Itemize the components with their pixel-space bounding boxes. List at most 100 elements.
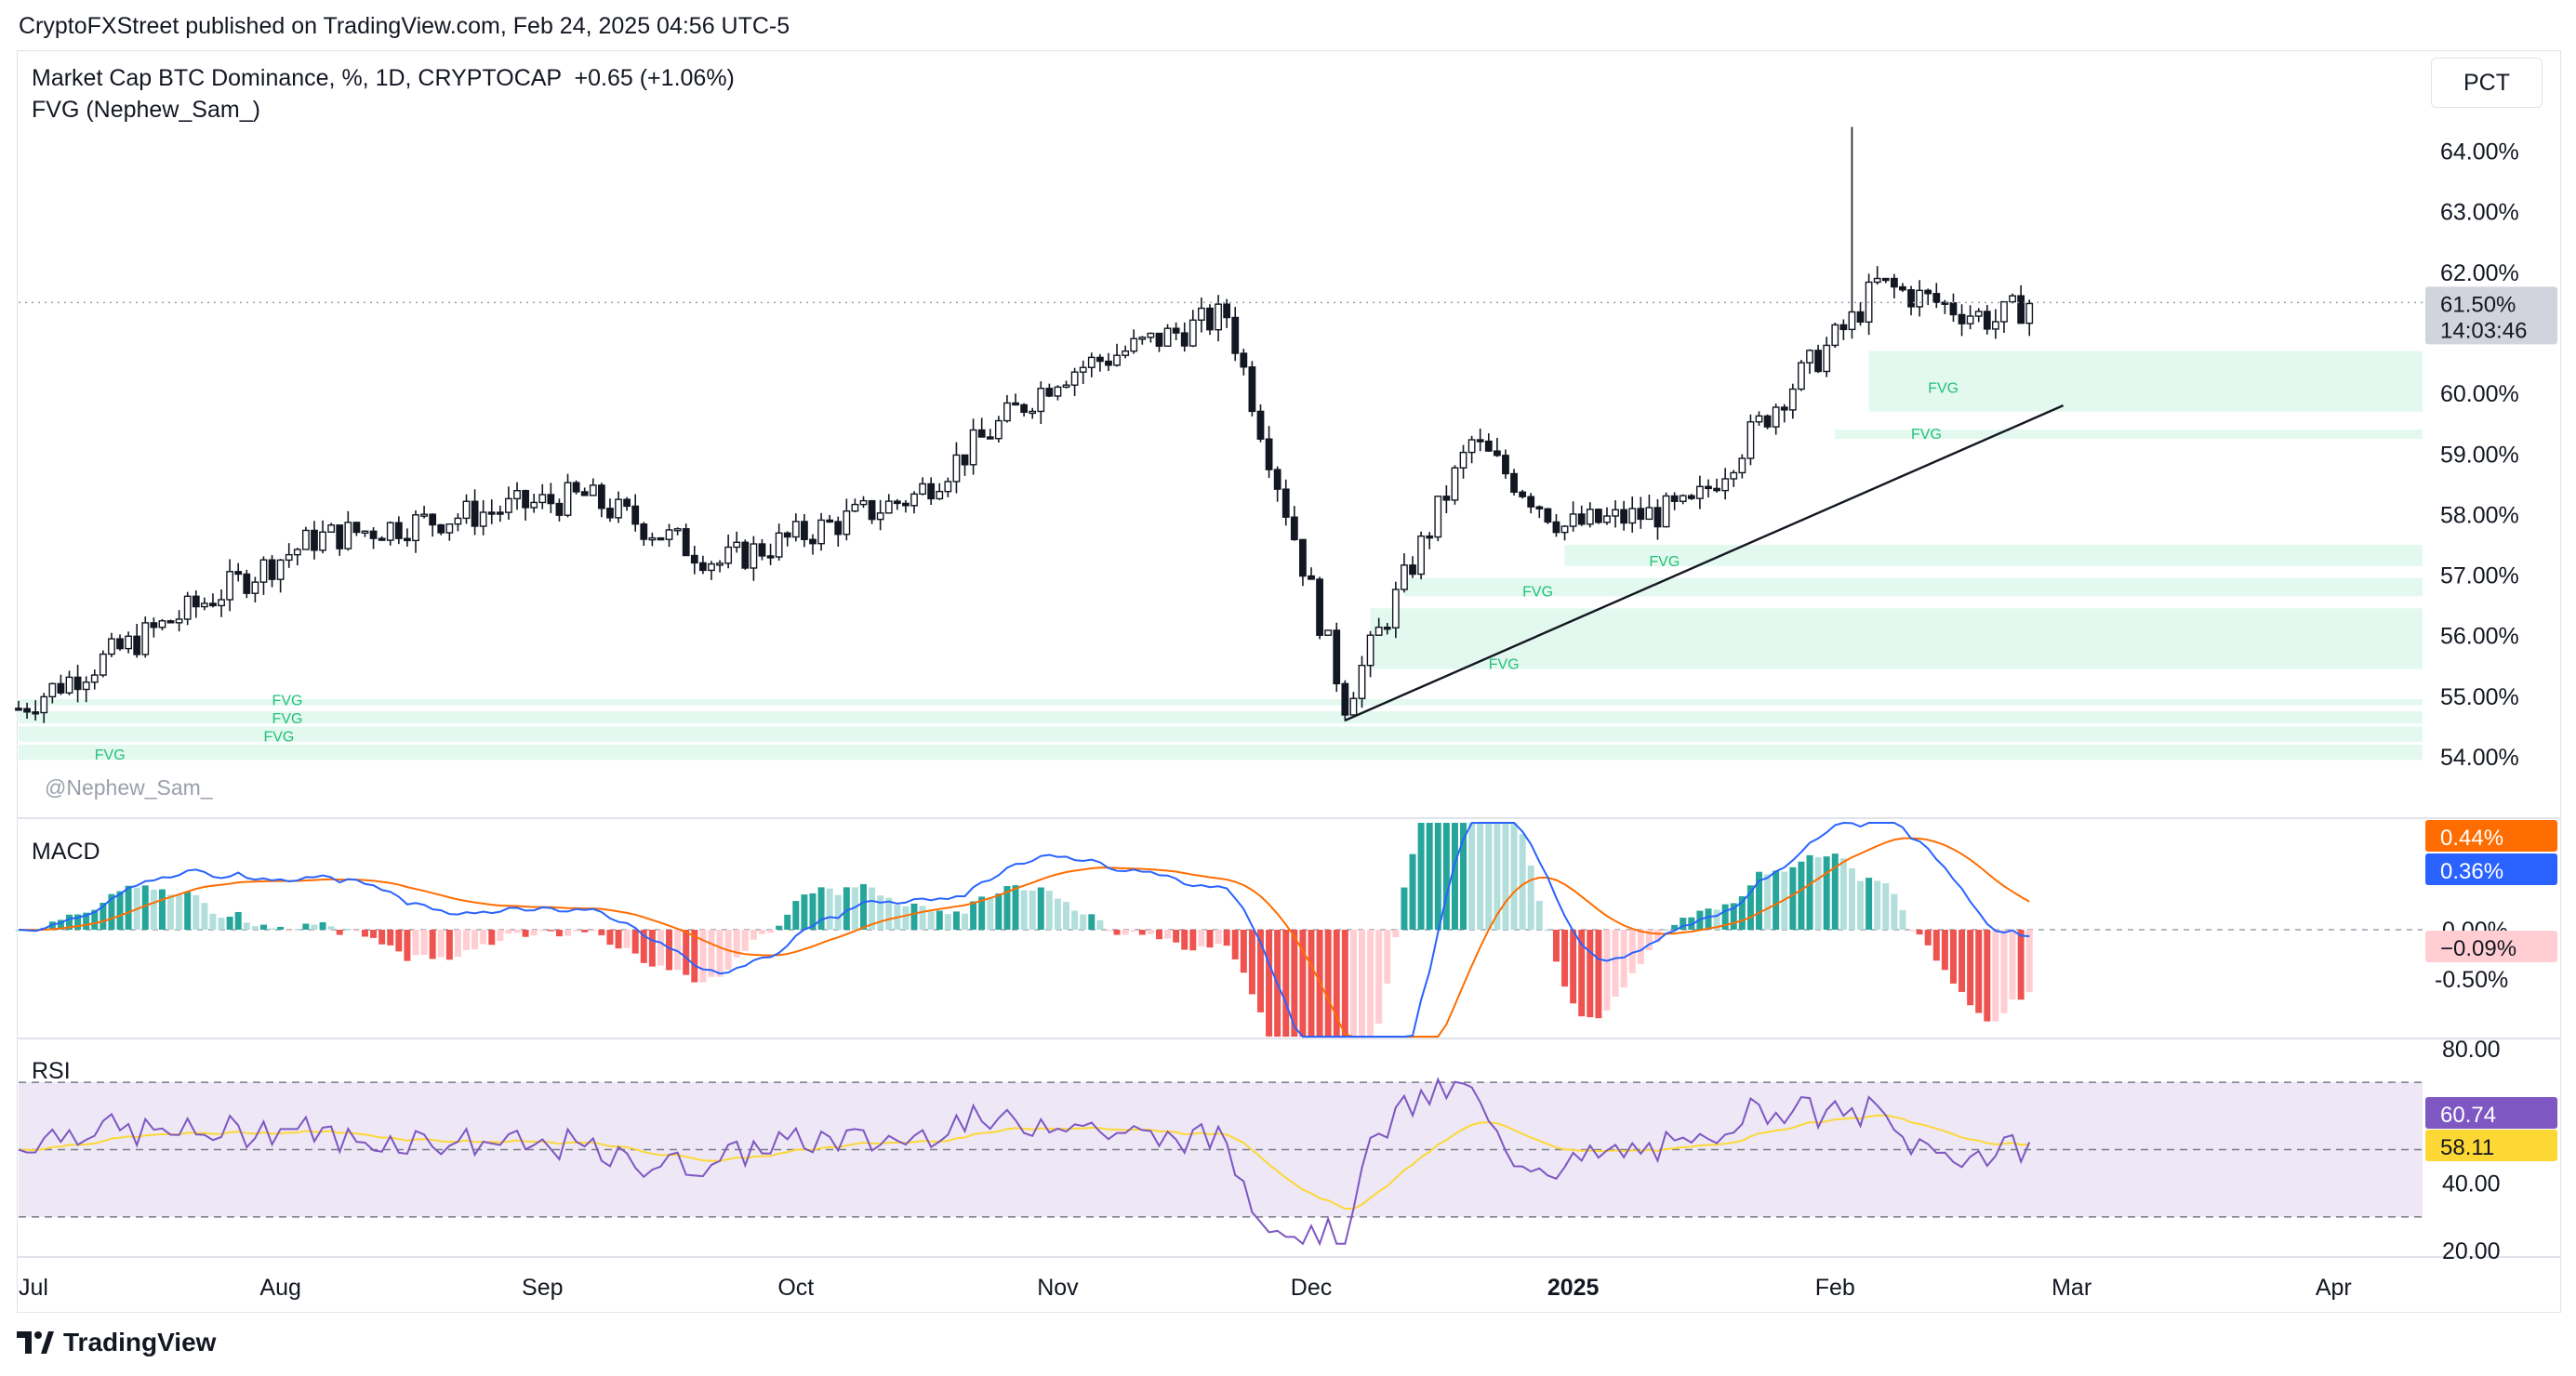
macd-histogram-bar xyxy=(234,911,242,930)
histogram-value-badge xyxy=(2425,931,2557,962)
legend-macd[interactable]: MACD xyxy=(32,839,100,865)
candle-body xyxy=(1240,352,1248,368)
candle-body xyxy=(1256,410,1265,440)
macd-histogram-bar xyxy=(1003,886,1011,930)
macd-histogram-bar xyxy=(471,930,479,950)
candle-body xyxy=(344,522,352,549)
macd-histogram-bar xyxy=(1544,929,1551,932)
macd-histogram-bar xyxy=(57,920,64,930)
scale-mode-button[interactable]: PCT xyxy=(2431,58,2543,108)
macd-histogram-bar xyxy=(615,930,622,949)
macd-histogram-bar xyxy=(480,930,487,945)
fvg-label: FVG xyxy=(1489,656,1520,672)
fvg-label: FVG xyxy=(1522,584,1553,600)
macd-histogram-bar xyxy=(826,888,833,930)
candle-body xyxy=(57,682,65,694)
candle-body xyxy=(1451,467,1459,501)
candle-body xyxy=(1679,495,1687,502)
macd-histogram-bar xyxy=(277,926,285,930)
candle-body xyxy=(285,553,293,562)
candle-body xyxy=(1366,634,1374,667)
candle-body xyxy=(597,484,605,509)
legend-main-series[interactable]: Market Cap BTC Dominance, %, 1D, CRYPTOC… xyxy=(32,65,735,91)
candle-body xyxy=(698,562,707,572)
candle-body xyxy=(876,512,884,521)
candle-body xyxy=(2009,295,2016,303)
macd-histogram-bar xyxy=(1992,930,1999,1022)
candle-body xyxy=(445,523,454,534)
candle-body xyxy=(555,502,564,516)
macd-histogram-bar xyxy=(420,930,428,956)
macd-histogram-bar xyxy=(1941,930,1948,971)
candle-body xyxy=(801,521,808,540)
macd-histogram-bar xyxy=(1570,930,1577,1004)
candle-body xyxy=(2000,300,2008,323)
candle-body xyxy=(116,638,124,650)
time-axis-tick: Apr xyxy=(2316,1275,2352,1301)
macd-histogram-bar xyxy=(1653,930,1661,943)
macd-histogram-bar xyxy=(513,930,521,933)
macd-pane: 0.00%-0.50% xyxy=(15,821,2508,1038)
macd-histogram-bar xyxy=(1333,930,1340,1037)
macd-histogram-bar xyxy=(522,930,529,937)
candle-body xyxy=(1798,362,1805,390)
candle-body xyxy=(665,529,673,540)
macd-histogram-bar xyxy=(1189,930,1197,951)
candle-body xyxy=(969,429,977,466)
candle-body xyxy=(1628,508,1637,524)
legend-fvg-indicator[interactable]: FVG (Nephew_Sam_) xyxy=(32,97,260,123)
candle-body xyxy=(2017,295,2025,324)
macd-histogram-bar xyxy=(1349,930,1357,1037)
macd-histogram-bar xyxy=(910,903,918,930)
macd-histogram-bar xyxy=(1206,930,1214,948)
macd-histogram-bar xyxy=(387,930,394,946)
candle-body xyxy=(1535,506,1544,509)
macd-histogram-bar xyxy=(750,930,757,940)
macd-histogram-bar xyxy=(1173,930,1180,943)
macd-histogram-bar xyxy=(885,897,893,930)
candle-body xyxy=(369,530,378,539)
macd-histogram-bar xyxy=(1831,853,1839,930)
macd-histogram-bar xyxy=(74,914,82,930)
macd-histogram-bar xyxy=(1680,918,1687,930)
candle-body xyxy=(910,493,918,507)
candle-body xyxy=(724,546,733,564)
macd-histogram-bar xyxy=(1671,924,1679,930)
fvg-label: FVG xyxy=(1649,554,1680,570)
candle-body xyxy=(1823,344,1831,373)
candle-body xyxy=(479,511,487,527)
macd-histogram-bar xyxy=(590,930,597,932)
macd-histogram-bar xyxy=(445,930,453,960)
candle-body xyxy=(505,497,512,513)
macd-histogram-bar xyxy=(834,894,842,930)
candle-body xyxy=(336,524,344,549)
macd-histogram-bar xyxy=(978,896,986,930)
macd-histogram-bar xyxy=(116,891,124,930)
macd-histogram-bar xyxy=(108,893,115,930)
candle-body xyxy=(1434,496,1442,538)
macd-value-badge xyxy=(2425,853,2557,885)
candle-body xyxy=(412,514,419,542)
candle-body xyxy=(276,559,285,580)
price-axis-tick: 54.00% xyxy=(2440,745,2519,771)
time-axis-tick: Aug xyxy=(259,1275,300,1301)
candle-body xyxy=(1442,496,1451,501)
tradingview-logo[interactable]: TradingView xyxy=(17,1328,216,1357)
candle-body xyxy=(1188,319,1197,347)
candle-body xyxy=(859,499,868,506)
candle-body xyxy=(1070,371,1079,386)
candle-body xyxy=(1341,682,1349,716)
macd-histogram-bar xyxy=(767,930,775,933)
macd-histogram-bar xyxy=(573,930,580,932)
candle-body xyxy=(462,500,471,520)
macd-histogram-bar xyxy=(1080,914,1087,930)
candle-body xyxy=(32,711,40,715)
candle-body xyxy=(200,602,208,608)
fvg-label: FVG xyxy=(272,711,303,727)
legend-rsi[interactable]: RSI xyxy=(32,1058,71,1084)
candle-body xyxy=(1705,485,1712,490)
macd-signal-line xyxy=(18,837,2030,1038)
macd-histogram-bar xyxy=(1029,890,1036,930)
macd-histogram-bar xyxy=(1806,854,1813,930)
